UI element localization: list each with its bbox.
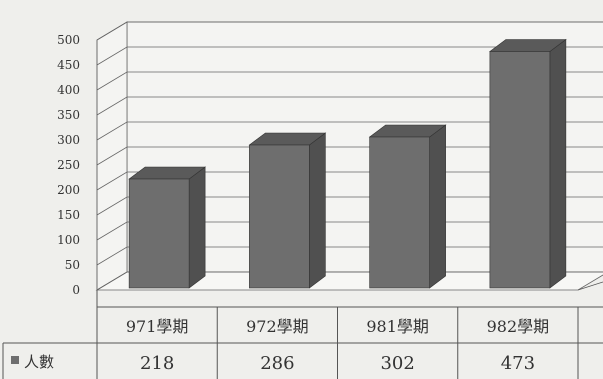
gridline <box>96 221 603 241</box>
category-label: 982學期 <box>487 317 550 336</box>
gridline <box>96 71 603 91</box>
bar-side <box>188 166 206 289</box>
category-label: 972學期 <box>246 317 309 336</box>
bar-1 <box>128 166 207 289</box>
y-tick-label: 450 <box>57 58 80 72</box>
bars <box>128 38 567 289</box>
bar-front <box>249 144 310 289</box>
bar-4 <box>488 38 567 289</box>
data-table: 971學期 218 972學期 286 981學期 302 982學期 473 人數 <box>2 281 603 379</box>
y-tick-label: 500 <box>57 33 80 47</box>
y-tick-label: 200 <box>57 183 80 197</box>
data-label: 218 <box>140 353 174 374</box>
y-axis-tick-labels: 0 50 100 150 200 250 300 350 400 450 500 <box>57 33 80 297</box>
gridline <box>96 146 603 166</box>
y-tick-label: 50 <box>65 258 80 272</box>
y-tick-label: 400 <box>57 83 80 97</box>
bar-side <box>309 132 326 289</box>
y-tick-label: 350 <box>57 108 80 122</box>
bar-front <box>369 136 430 289</box>
gridline <box>96 271 603 291</box>
bar-2 <box>248 132 327 289</box>
bar-front <box>489 51 551 289</box>
gridline <box>96 46 603 66</box>
gridline <box>96 96 603 116</box>
bar-3 <box>368 124 447 289</box>
gridlines <box>96 21 603 291</box>
legend-label: 人數 <box>24 353 54 371</box>
y-tick-label: 100 <box>57 233 80 247</box>
data-label: 302 <box>380 353 414 374</box>
gridline <box>96 21 603 41</box>
y-tick-label: 250 <box>57 158 80 172</box>
y-tick-label: 0 <box>72 283 80 297</box>
bar-side <box>429 124 446 289</box>
legend-marker <box>11 356 19 364</box>
table-line <box>577 281 603 291</box>
gridline <box>96 121 603 141</box>
category-label: 971學期 <box>126 317 189 336</box>
bar-side <box>549 38 567 289</box>
y-tick-label: 300 <box>57 133 80 147</box>
gridline <box>96 246 603 266</box>
data-label: 286 <box>260 353 294 374</box>
bar-front <box>128 178 190 289</box>
category-label: 981學期 <box>366 317 429 336</box>
gridline <box>96 171 603 191</box>
data-label: 473 <box>501 353 535 374</box>
gridline <box>96 196 603 216</box>
y-tick-label: 150 <box>57 208 80 222</box>
